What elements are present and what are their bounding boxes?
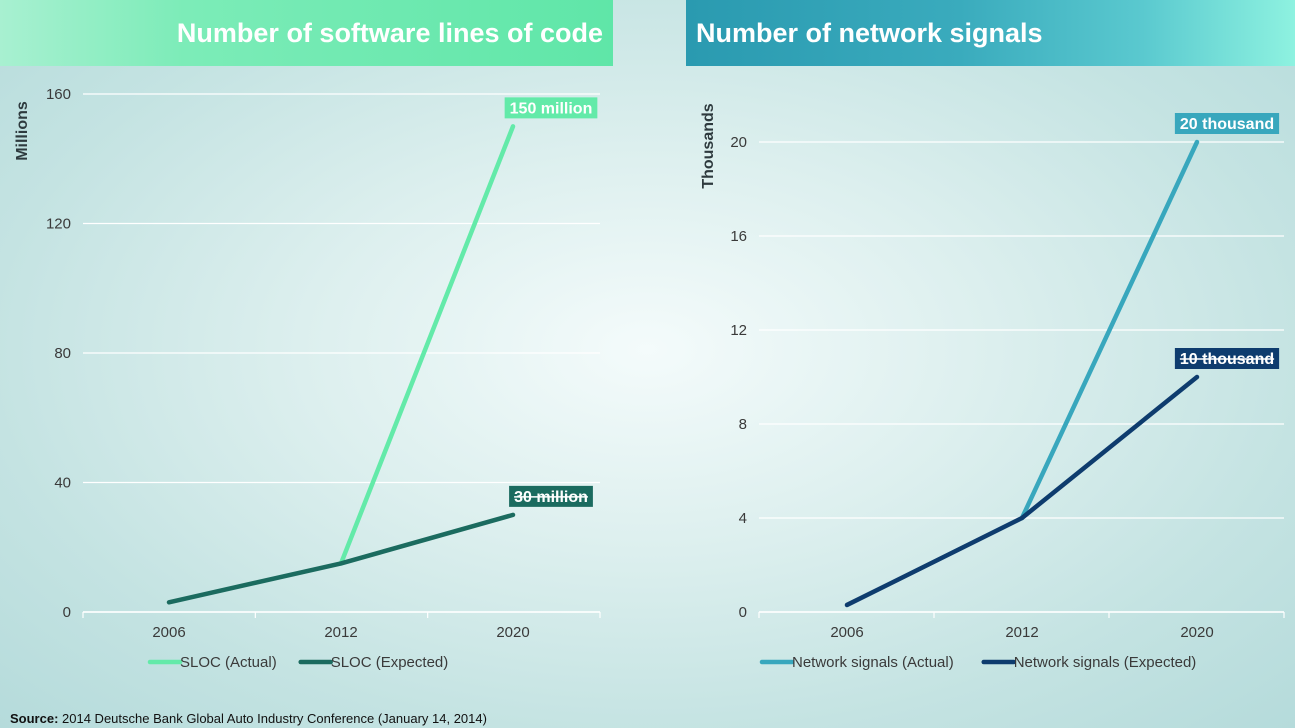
y-tick-label: 0 bbox=[63, 604, 71, 621]
callout-1: 30 million bbox=[509, 485, 593, 507]
legend-label-0: Network signals (Actual) bbox=[792, 654, 954, 671]
callout-box bbox=[504, 97, 598, 119]
y-tick-label: 8 bbox=[739, 416, 747, 433]
chart-title-sloc-text: Number of software lines of code bbox=[176, 17, 603, 48]
y-tick-label: 80 bbox=[54, 345, 71, 362]
x-tick-label-2012: 2012 bbox=[1005, 624, 1038, 641]
x-tick-label-2012: 2012 bbox=[324, 624, 357, 641]
callout-label: 150 million bbox=[510, 100, 593, 117]
callout-1: 10 thousand bbox=[1174, 348, 1280, 369]
chart-title-signals-text: Number of network signals bbox=[696, 17, 1043, 48]
network-signals-line-chart: 0 4 8 12 16 20 2006 2012 2020 Thousands 20 thousan… bbox=[700, 103, 1285, 671]
x-tick-label-2006: 2006 bbox=[830, 624, 863, 641]
y-tick-label: 0 bbox=[739, 604, 747, 621]
source-note: Source: 2014 Deutsche Bank Global Auto I… bbox=[10, 711, 487, 726]
callout-label: 20 thousand bbox=[1180, 116, 1274, 133]
legend-label-1: Network signals (Expected) bbox=[1014, 654, 1197, 671]
y-tick-label: 160 bbox=[46, 86, 71, 103]
y-tick-label: 12 bbox=[730, 322, 747, 339]
source-label: Source: bbox=[10, 711, 59, 726]
y-tick-label: 40 bbox=[54, 475, 71, 492]
chart-title-signals: Number of network signals bbox=[686, 0, 1295, 66]
y-tick-label: 120 bbox=[46, 216, 71, 233]
y-axis-title: Thousands bbox=[700, 103, 717, 188]
callout-0: 20 thousand bbox=[1174, 113, 1280, 134]
series-line-0 bbox=[338, 124, 516, 566]
legend-label-1: SLOC (Expected) bbox=[331, 654, 449, 671]
series-line-1 bbox=[844, 374, 1200, 608]
source-text: 2014 Deutsche Bank Global Auto Industry … bbox=[58, 711, 487, 726]
callout-box bbox=[1174, 113, 1280, 134]
y-tick-label: 16 bbox=[730, 228, 747, 245]
y-tick-label: 20 bbox=[730, 134, 747, 151]
y-tick-label: 4 bbox=[739, 510, 747, 527]
sloc-line-chart: 0 40 80 120 160 2006 2012 2020 Millions 150 milli… bbox=[14, 86, 601, 671]
x-tick-label-2020: 2020 bbox=[496, 624, 529, 641]
y-axis-title: Millions bbox=[14, 101, 31, 161]
x-tick-label-2006: 2006 bbox=[152, 624, 185, 641]
legend-label-0: SLOC (Actual) bbox=[180, 654, 277, 671]
chart-title-sloc: Number of software lines of code bbox=[0, 0, 613, 66]
x-tick-label-2020: 2020 bbox=[1180, 624, 1213, 641]
callout-0: 150 million bbox=[504, 97, 598, 119]
series-line-0 bbox=[1019, 139, 1200, 521]
